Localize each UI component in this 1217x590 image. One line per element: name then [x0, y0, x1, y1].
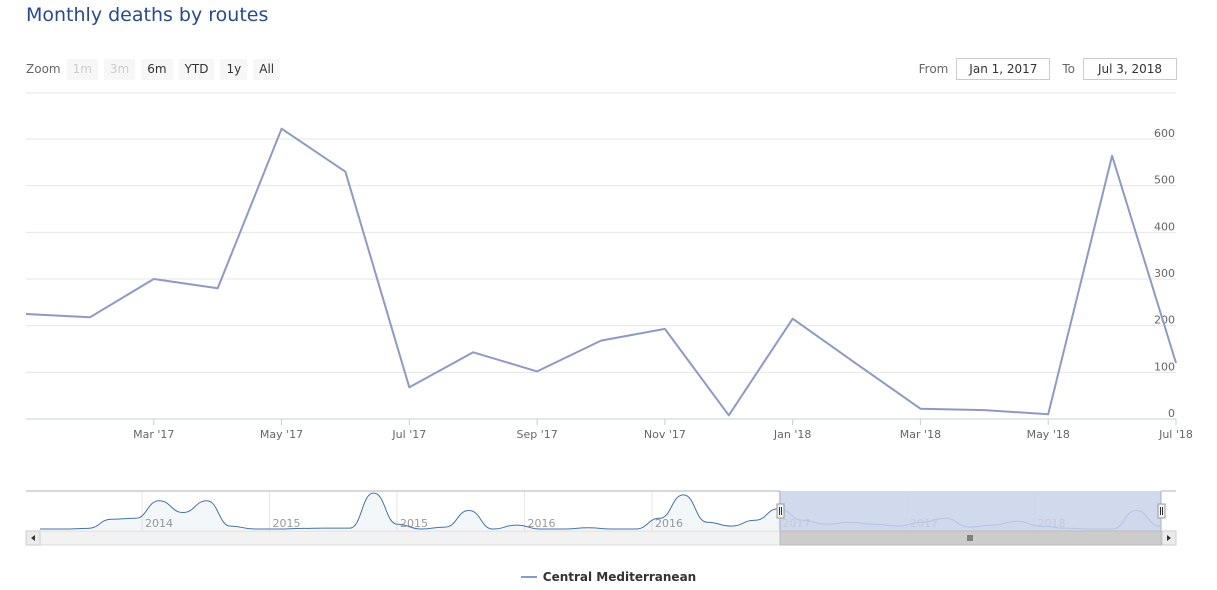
navigator-handle-left[interactable] [776, 503, 785, 519]
navigator-year-label: 2016 [528, 517, 556, 530]
x-tick-label: Nov '17 [644, 428, 686, 441]
from-date-input[interactable]: Jan 1, 2017 [956, 58, 1051, 80]
zoom-3m-button[interactable]: 3m [103, 58, 136, 80]
zoom-1y-button[interactable]: 1y [220, 58, 248, 80]
handle-body [1157, 503, 1166, 519]
navigator-year-label: 2015 [400, 517, 428, 530]
y-tick-label: 400 [1154, 220, 1175, 233]
scrollbar-right-button[interactable] [1161, 530, 1177, 546]
x-tick-label: Jul '18 [1158, 428, 1193, 441]
y-tick-label: 600 [1154, 127, 1175, 140]
y-tick-label: 0 [1168, 407, 1175, 420]
from-label: From [918, 62, 949, 76]
chart-area: 0 100 200 300 400 500 600 Mar '17 May '17 Jul '1… [25, 92, 1193, 546]
to-date-input[interactable]: Jul 3, 2018 [1083, 58, 1177, 80]
handle-body [776, 503, 785, 519]
y-tick-label: 200 [1154, 314, 1175, 327]
navigator-selected-range [780, 491, 1161, 531]
legend-item-central-mediterranean[interactable]: Central Mediterranean [542, 570, 697, 584]
zoom-label: Zoom [26, 62, 61, 76]
x-tick-label: Mar '17 [133, 428, 174, 441]
date-range-selector: From Jan 1, 2017 To Jul 3, 2018 [919, 58, 1177, 80]
zoom-all-button[interactable]: All [253, 58, 281, 80]
chevron-left-icon [31, 535, 35, 541]
to-label: To [1062, 62, 1075, 76]
navigator-year-label: 2014 [145, 517, 173, 530]
navigator-handle-right[interactable] [1157, 503, 1166, 519]
zoom-ytd-button[interactable]: YTD [178, 58, 215, 80]
x-tick-label: May '18 [1027, 428, 1070, 441]
zoom-1m-button[interactable]: 1m [66, 58, 98, 80]
x-tick-label: May '17 [260, 428, 303, 441]
x-tick-label: Jul '17 [391, 428, 426, 441]
navigator-series-area [40, 493, 1160, 530]
legend: Central Mediterranean [0, 570, 1217, 584]
zoom-6m-button[interactable]: 6m [141, 58, 173, 80]
navigator-year-label: 2015 [273, 517, 301, 530]
y-tick-label: 100 [1154, 360, 1175, 373]
zoom-selector: Zoom 1m 3m 6m YTD 1y All [26, 58, 286, 80]
chart-title: Monthly deaths by routes [26, 4, 269, 26]
x-tick-label: Mar '18 [900, 428, 941, 441]
y-tick-label: 500 [1154, 174, 1175, 187]
legend-swatch [520, 576, 537, 578]
chevron-right-icon [1167, 535, 1171, 541]
x-tick-label: Sep '17 [516, 428, 557, 441]
scrollbar-left-button[interactable] [25, 530, 41, 546]
navigator-year-label: 2016 [655, 517, 683, 530]
x-tick-label: Jan '18 [773, 428, 811, 441]
y-tick-label: 300 [1154, 267, 1175, 280]
